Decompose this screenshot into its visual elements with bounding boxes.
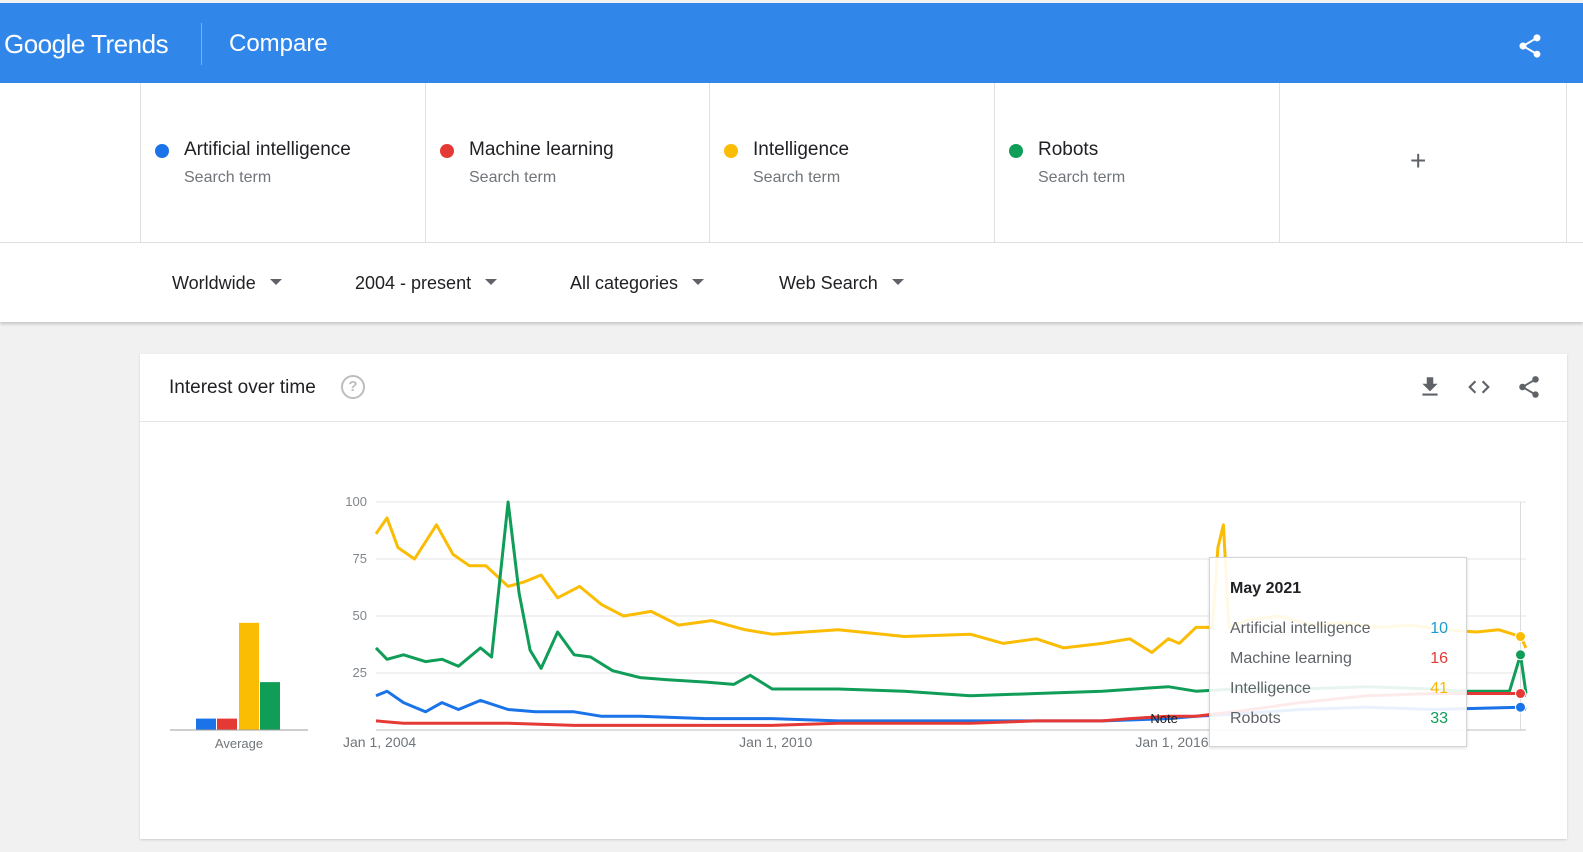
term-color-dot (1009, 144, 1023, 158)
x-tick-label: Jan 1, 2004 (343, 734, 416, 750)
average-bar (196, 718, 216, 730)
time-range-dropdown[interactable]: 2004 - present (355, 273, 498, 294)
share-icon[interactable] (1516, 32, 1544, 60)
search-terms-bar: Artificial intelligence Search term Mach… (0, 83, 1583, 242)
tooltip-series-name: Machine learning (1230, 650, 1352, 667)
hover-point (1514, 649, 1526, 661)
search-type-dropdown[interactable]: Web Search (779, 273, 904, 294)
time-range-value: 2004 - present (355, 273, 472, 293)
tooltip-series-value: 10 (1430, 620, 1448, 637)
term-color-dot (724, 144, 738, 158)
term-name: Intelligence (753, 139, 850, 160)
region-value: Worldwide (172, 273, 256, 293)
average-label: Average (215, 736, 263, 751)
term-name: Machine learning (469, 139, 614, 160)
caret-down-icon (891, 279, 904, 286)
term-artificial-intelligence[interactable]: Artificial intelligence Search term (141, 83, 426, 242)
y-tick-label: 25 (353, 665, 367, 680)
help-icon[interactable]: ? (341, 375, 365, 399)
tooltip-date: May 2021 (1230, 580, 1302, 597)
tooltip-row: Artificial intelligence 10 (1230, 620, 1448, 638)
y-tick-label: 100 (345, 494, 367, 509)
term-color-dot (440, 144, 454, 158)
note-label: Note (1150, 711, 1177, 726)
average-bar (239, 622, 259, 730)
card-title: Interest over time (169, 377, 316, 398)
term-color-dot (155, 144, 169, 158)
interest-over-time-card: Interest over time ? 25 50 75 100 Jan 1, 200… (140, 354, 1567, 839)
hover-point (1514, 631, 1526, 643)
download-icon[interactable] (1417, 374, 1443, 400)
tooltip-series-name: Intelligence (1230, 680, 1311, 697)
page-title: Compare (229, 30, 328, 57)
logo-trends: Trends (91, 29, 169, 59)
term-name: Robots (1038, 139, 1099, 160)
chart-tooltip: May 2021 Artificial intelligence 10 Mach… (1209, 557, 1467, 747)
terms-divider (140, 83, 141, 242)
card-header: Interest over time ? (140, 354, 1567, 422)
plus-icon: + (1410, 145, 1427, 176)
tooltip-series-value: 16 (1430, 650, 1448, 667)
hover-point (1514, 688, 1526, 700)
term-type: Search term (1038, 169, 1126, 186)
share-icon[interactable] (1516, 374, 1542, 400)
x-tick-label: Jan 1, 2010 (739, 734, 812, 750)
search-type-value: Web Search (779, 273, 878, 293)
tooltip-series-value: 33 (1430, 710, 1448, 727)
tooltip-row: Intelligence 41 (1230, 680, 1448, 698)
term-name: Artificial intelligence (184, 139, 351, 160)
filters-bar: Worldwide 2004 - present All categories … (0, 242, 1583, 322)
app-header: Google Trends Compare (0, 3, 1583, 83)
term-type: Search term (184, 169, 272, 186)
tooltip-row: Robots 33 (1230, 710, 1448, 728)
caret-down-icon (485, 279, 498, 286)
x-tick-label: Jan 1, 2016 (1135, 734, 1208, 750)
tooltip-series-name: Artificial intelligence (1230, 620, 1371, 637)
caret-down-icon (269, 279, 282, 286)
term-intelligence[interactable]: Intelligence Search term (710, 83, 995, 242)
embed-code-icon[interactable] (1466, 374, 1492, 400)
caret-down-icon (692, 279, 705, 286)
tooltip-series-value: 41 (1430, 680, 1448, 697)
term-machine-learning[interactable]: Machine learning Search term (426, 83, 710, 242)
y-tick-label: 75 (353, 551, 367, 566)
term-type: Search term (753, 169, 841, 186)
google-trends-logo[interactable]: Google Trends (4, 29, 169, 60)
logo-google: Google (4, 29, 85, 59)
term-type: Search term (469, 169, 557, 186)
tooltip-series-name: Robots (1230, 710, 1281, 727)
tooltip-row: Machine learning 16 (1230, 650, 1448, 668)
add-term-button[interactable]: + (1280, 83, 1567, 242)
header-divider (201, 23, 202, 65)
region-dropdown[interactable]: Worldwide (172, 273, 282, 294)
y-tick-label: 50 (353, 608, 367, 623)
category-dropdown[interactable]: All categories (570, 273, 705, 294)
category-value: All categories (570, 273, 679, 293)
average-bar (217, 718, 237, 730)
average-bar (260, 682, 280, 730)
hover-point (1514, 701, 1526, 713)
term-robots[interactable]: Robots Search term (995, 83, 1280, 242)
